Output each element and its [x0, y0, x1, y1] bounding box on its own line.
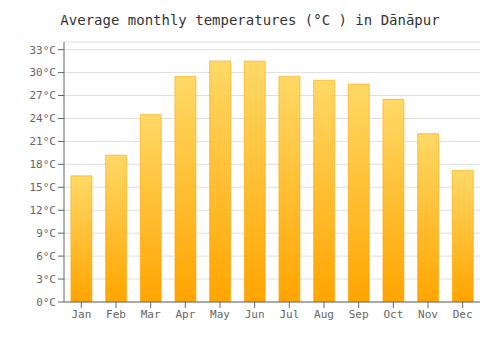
svg-text:18°C: 18°C — [30, 158, 57, 171]
svg-text:Nov: Nov — [418, 308, 438, 321]
svg-text:33°C: 33°C — [30, 44, 57, 57]
svg-text:3°C: 3°C — [36, 273, 56, 286]
svg-text:Jan: Jan — [71, 308, 91, 321]
svg-text:Jul: Jul — [279, 308, 299, 321]
html-text:Average monthly temperatures (: Average monthly temperatures (°C ) in Dā… — [60, 12, 440, 28]
svg-text:Mar: Mar — [141, 308, 161, 321]
svg-text:27°C: 27°C — [30, 89, 57, 102]
svg-text:Sep: Sep — [349, 308, 369, 321]
svg-text:6°C: 6°C — [36, 250, 56, 263]
svg-text:May: May — [210, 308, 230, 321]
svg-text:Feb: Feb — [106, 308, 126, 321]
svg-text:21°C: 21°C — [30, 135, 57, 148]
svg-text:Aug: Aug — [314, 308, 334, 321]
svg-text:12°C: 12°C — [30, 204, 57, 217]
svg-text:Apr: Apr — [175, 308, 195, 321]
svg-text:0°C: 0°C — [36, 296, 56, 309]
svg-text:9°C: 9°C — [36, 227, 56, 240]
svg-text:30°C: 30°C — [30, 66, 57, 79]
svg-text:Jun: Jun — [245, 308, 265, 321]
svg-text:15°C: 15°C — [30, 181, 57, 194]
svg-text:24°C: 24°C — [30, 112, 57, 125]
svg-text:Dec: Dec — [453, 308, 473, 321]
svg-text:Oct: Oct — [383, 308, 403, 321]
